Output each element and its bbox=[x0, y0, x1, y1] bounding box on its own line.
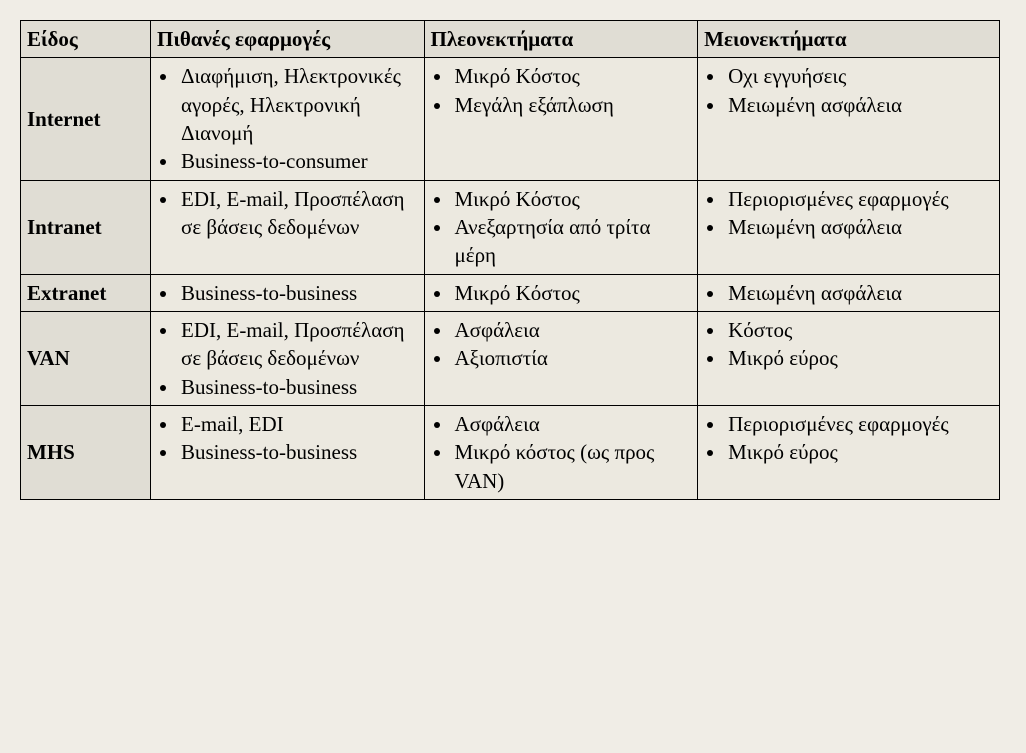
advantages-list: ΑσφάλειαΑξιοπιστία bbox=[431, 316, 692, 373]
list-item: Περιορισμένες εφαρμογές bbox=[726, 185, 993, 213]
advantages-cell: Μικρό ΚόστοςΑνεξαρτησία από τρίτα μέρη bbox=[424, 180, 698, 274]
table-row: Intranet EDI, E-mail, Προσπέλαση σε βάσει… bbox=[21, 180, 1000, 274]
apps-cell: Business-to-business bbox=[151, 274, 425, 311]
list-item: Μεγάλη εξάπλωση bbox=[453, 91, 692, 119]
list-item: Μικρό Κόστος bbox=[453, 62, 692, 90]
apps-list: EDI, E-mail, Προσπέλαση σε βάσεις δεδομέ… bbox=[157, 316, 418, 401]
disadvantages-cell: Περιορισμένες εφαρμογέςΜειωμένη ασφάλεια bbox=[698, 180, 1000, 274]
disadvantages-list: ΚόστοςΜικρό εύρος bbox=[704, 316, 993, 373]
disadvantages-cell: Περιορισμένες εφαρμογέςΜικρό εύρος bbox=[698, 406, 1000, 500]
list-item: E-mail, EDI bbox=[179, 410, 418, 438]
table-row: Internet Διαφήμιση, Ηλεκτρονικές αγορές, … bbox=[21, 58, 1000, 180]
list-item: Μικρό Κόστος bbox=[453, 185, 692, 213]
advantages-cell: ΑσφάλειαΑξιοπιστία bbox=[424, 312, 698, 406]
list-item: EDI, E-mail, Προσπέλαση σε βάσεις δεδομέ… bbox=[179, 316, 418, 373]
disadvantages-cell: ΚόστοςΜικρό εύρος bbox=[698, 312, 1000, 406]
table-row: MHSE-mail, EDIBusiness-to-businessΑσφάλε… bbox=[21, 406, 1000, 500]
advantages-list: Μικρό ΚόστοςΑνεξαρτησία από τρίτα μέρη bbox=[431, 185, 692, 270]
table-row: VAN EDI, E-mail, Προσπέλαση σε βάσεις δεδ… bbox=[21, 312, 1000, 406]
list-item: Διαφήμιση, Ηλεκτρονικές αγορές, Ηλεκτρον… bbox=[179, 62, 418, 147]
type-cell: VAN bbox=[21, 312, 151, 406]
disadvantages-list: Μειωμένη ασφάλεια bbox=[704, 279, 993, 307]
table-body: Internet Διαφήμιση, Ηλεκτρονικές αγορές, … bbox=[21, 58, 1000, 500]
type-cell: MHS bbox=[21, 406, 151, 500]
list-item: Ασφάλεια bbox=[453, 316, 692, 344]
list-item: Μικρό εύρος bbox=[726, 438, 993, 466]
apps-cell: EDI, E-mail, Προσπέλαση σε βάσεις δεδομέ… bbox=[151, 180, 425, 274]
list-item: Μειωμένη ασφάλεια bbox=[726, 213, 993, 241]
list-item: Ασφάλεια bbox=[453, 410, 692, 438]
list-item: Μειωμένη ασφάλεια bbox=[726, 91, 993, 119]
apps-list: Διαφήμιση, Ηλεκτρονικές αγορές, Ηλεκτρον… bbox=[157, 62, 418, 175]
advantages-cell: Μικρό ΚόστοςΜεγάλη εξάπλωση bbox=[424, 58, 698, 180]
list-item: Μικρό Κόστος bbox=[453, 279, 692, 307]
col-header-apps: Πιθανές εφαρμογές bbox=[151, 21, 425, 58]
type-cell: Extranet bbox=[21, 274, 151, 311]
col-header-type: Είδος bbox=[21, 21, 151, 58]
advantages-list: ΑσφάλειαΜικρό κόστος (ως προς VAN) bbox=[431, 410, 692, 495]
apps-cell: Διαφήμιση, Ηλεκτρονικές αγορές, Ηλεκτρον… bbox=[151, 58, 425, 180]
disadvantages-list: Οχι εγγυήσειςΜειωμένη ασφάλεια bbox=[704, 62, 993, 119]
disadvantages-cell: Μειωμένη ασφάλεια bbox=[698, 274, 1000, 311]
apps-list: EDI, E-mail, Προσπέλαση σε βάσεις δεδομέ… bbox=[157, 185, 418, 242]
list-item: Business-to-consumer bbox=[179, 147, 418, 175]
apps-list: E-mail, EDIBusiness-to-business bbox=[157, 410, 418, 467]
apps-list: Business-to-business bbox=[157, 279, 418, 307]
advantages-cell: ΑσφάλειαΜικρό κόστος (ως προς VAN) bbox=[424, 406, 698, 500]
table-row: Extranet Business-to-business Μικρό Κόστος… bbox=[21, 274, 1000, 311]
disadvantages-cell: Οχι εγγυήσειςΜειωμένη ασφάλεια bbox=[698, 58, 1000, 180]
list-item: Μικρό κόστος (ως προς VAN) bbox=[453, 438, 692, 495]
list-item: Οχι εγγυήσεις bbox=[726, 62, 993, 90]
apps-cell: EDI, E-mail, Προσπέλαση σε βάσεις δεδομέ… bbox=[151, 312, 425, 406]
advantages-cell: Μικρό Κόστος bbox=[424, 274, 698, 311]
list-item: Business-to-business bbox=[179, 279, 418, 307]
list-item: Μειωμένη ασφάλεια bbox=[726, 279, 993, 307]
list-item: Business-to-business bbox=[179, 373, 418, 401]
col-header-advantages: Πλεονεκτήματα bbox=[424, 21, 698, 58]
list-item: Κόστος bbox=[726, 316, 993, 344]
list-item: Ανεξαρτησία από τρίτα μέρη bbox=[453, 213, 692, 270]
list-item: Αξιοπιστία bbox=[453, 344, 692, 372]
type-cell: Internet bbox=[21, 58, 151, 180]
advantages-list: Μικρό ΚόστοςΜεγάλη εξάπλωση bbox=[431, 62, 692, 119]
table-header-row: Είδος Πιθανές εφαρμογές Πλεονεκτήματα Με… bbox=[21, 21, 1000, 58]
network-types-table: Είδος Πιθανές εφαρμογές Πλεονεκτήματα Με… bbox=[20, 20, 1000, 500]
disadvantages-list: Περιορισμένες εφαρμογέςΜειωμένη ασφάλεια bbox=[704, 185, 993, 242]
list-item: Μικρό εύρος bbox=[726, 344, 993, 372]
list-item: Business-to-business bbox=[179, 438, 418, 466]
advantages-list: Μικρό Κόστος bbox=[431, 279, 692, 307]
apps-cell: E-mail, EDIBusiness-to-business bbox=[151, 406, 425, 500]
col-header-disadvantages: Μειονεκτήματα bbox=[698, 21, 1000, 58]
list-item: EDI, E-mail, Προσπέλαση σε βάσεις δεδομέ… bbox=[179, 185, 418, 242]
list-item: Περιορισμένες εφαρμογές bbox=[726, 410, 993, 438]
disadvantages-list: Περιορισμένες εφαρμογέςΜικρό εύρος bbox=[704, 410, 993, 467]
type-cell: Intranet bbox=[21, 180, 151, 274]
